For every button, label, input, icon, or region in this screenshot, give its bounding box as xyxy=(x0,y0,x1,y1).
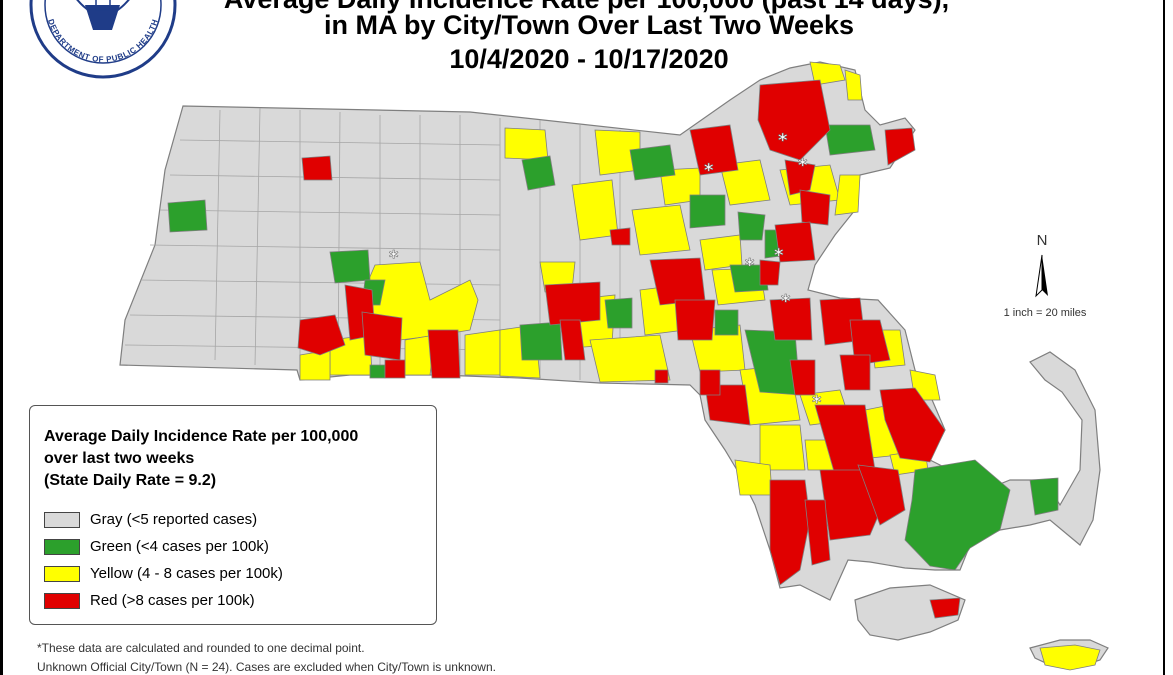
marker-7: * xyxy=(812,392,822,413)
marker-6: * xyxy=(781,291,791,312)
legend-title-line-2: over last two weeks xyxy=(44,450,195,467)
red-swatch xyxy=(44,593,80,609)
title-line-3: 10/4/2020 - 10/17/2020 xyxy=(449,44,729,74)
legend-label-gray: Gray (<5 reported cases) xyxy=(90,511,258,528)
title-line-2: in MA by City/Town Over Last Two Weeks xyxy=(323,10,855,40)
yellow-swatch xyxy=(44,566,80,582)
legend-title-line-3: (State Daily Rate = 9.2) xyxy=(44,472,217,489)
seal-caption: DEPARTMENT OF PUBLIC HEALTH xyxy=(46,18,159,64)
legend-label-green: Green (<4 cases per 100k) xyxy=(90,538,269,555)
marker-5: * xyxy=(774,245,784,266)
marthas-vineyard xyxy=(854,584,966,641)
gray-swatch xyxy=(44,512,80,528)
marker-2: * xyxy=(778,130,788,151)
seal-text: DEPARTMENT OF PUBLIC HEALTH xyxy=(46,18,160,64)
north-arrow-icon xyxy=(1035,254,1048,298)
seal-icon xyxy=(29,0,177,79)
marker-1: * xyxy=(704,160,714,181)
legend-label-red: Red (>8 cases per 100k) xyxy=(90,592,255,609)
green-swatch xyxy=(44,539,80,555)
frame-right-border xyxy=(1163,0,1165,675)
scale-label: 1 inch = 20 miles xyxy=(1003,307,1087,319)
footnote-2: Unknown Official City/Town (N = 24). Cas… xyxy=(37,660,496,674)
marker-4: * xyxy=(745,255,755,276)
marker-8: * xyxy=(389,247,399,268)
frame-left-border xyxy=(0,0,3,675)
legend-title-line-1: Average Daily Incidence Rate per 100,000 xyxy=(44,428,359,445)
legend-box: Average Daily Incidence Rate per 100,000… xyxy=(29,405,437,625)
legend-title: Average Daily Incidence Rate per 100,000… xyxy=(44,426,434,492)
footnote-1: *These data are calculated and rounded t… xyxy=(37,641,365,655)
north-label: N xyxy=(1036,232,1048,249)
asterisk-markers: * * * * * * * * xyxy=(389,130,823,414)
red-towns xyxy=(297,79,961,619)
marker-3: * xyxy=(798,155,808,176)
legend-label-yellow: Yellow (4 - 8 cases per 100k) xyxy=(90,565,283,582)
svg-text:DEPARTMENT OF PUBLIC HEALTH: DEPARTMENT OF PUBLIC HEALTH xyxy=(46,18,160,64)
title-line-1: Average Daily Incidence Rate per 100,000… xyxy=(0,0,1173,15)
